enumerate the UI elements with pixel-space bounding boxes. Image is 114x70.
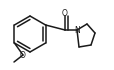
Text: N: N <box>74 25 79 35</box>
Text: O: O <box>20 50 26 60</box>
Text: O: O <box>62 8 67 18</box>
